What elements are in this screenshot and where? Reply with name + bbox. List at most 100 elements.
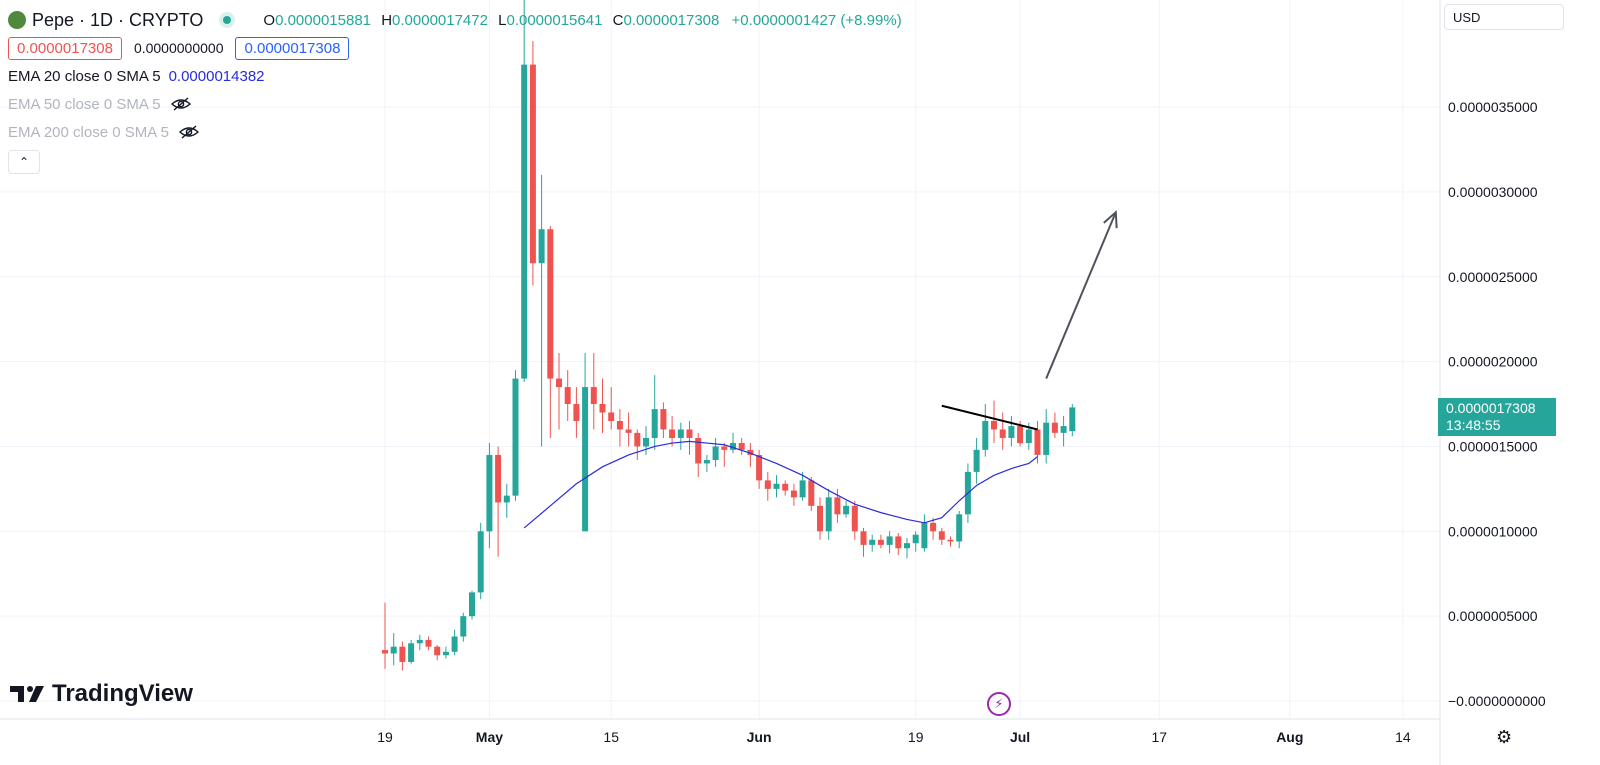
last-price-value: 0.0000017308 <box>1446 400 1536 416</box>
indicator-ema50[interactable]: EMA 50 close 0 SMA 5 <box>8 90 902 118</box>
candle-body <box>460 616 467 637</box>
candle-body <box>1051 422 1058 433</box>
candle-body <box>895 536 902 549</box>
candle <box>877 534 884 549</box>
buy-price-button[interactable]: 0.0000017308 <box>235 36 350 60</box>
candle <box>460 612 467 642</box>
market-status-icon[interactable] <box>219 12 236 28</box>
candle-body <box>834 497 841 515</box>
candle <box>651 375 658 450</box>
eye-hidden-icon[interactable] <box>170 97 191 111</box>
y-tick-label: −0.0000000000 <box>1448 693 1546 709</box>
candle <box>912 531 919 552</box>
candle <box>773 475 780 498</box>
candle <box>1051 412 1058 438</box>
candle <box>512 370 519 501</box>
candle-body <box>773 483 780 489</box>
candle-body <box>556 378 562 388</box>
candle <box>616 409 623 447</box>
candle <box>495 446 502 557</box>
candle-body <box>799 480 806 498</box>
currency-selector[interactable]: USD <box>1444 4 1564 30</box>
candle-body <box>669 429 676 438</box>
candle-body <box>886 536 893 545</box>
candle <box>721 443 728 467</box>
candle-body <box>851 505 858 532</box>
candle <box>799 471 806 501</box>
candle-body <box>756 454 763 481</box>
candle-body <box>503 495 510 503</box>
candle <box>982 404 989 457</box>
spread-value: 0.0000000000 <box>133 40 224 56</box>
tradingview-logo[interactable]: TradingView <box>10 680 193 708</box>
candle <box>399 641 406 671</box>
candle <box>582 353 589 532</box>
price-axis[interactable]: 0.0000035000 0.0000030000 0.0000025000 0.00… <box>1448 99 1546 709</box>
candle <box>442 646 449 659</box>
candle-body <box>956 514 963 542</box>
candle-body <box>1034 429 1041 455</box>
candle-body <box>547 229 554 379</box>
candle <box>869 534 876 552</box>
indicator-label: EMA 200 close 0 SMA 5 <box>8 123 169 141</box>
candle <box>851 500 858 540</box>
candle <box>669 415 676 447</box>
candle-body <box>808 480 815 506</box>
candle <box>503 483 510 518</box>
open-key: O <box>263 11 276 29</box>
candle <box>634 429 641 461</box>
candle-body <box>930 522 937 532</box>
candle-body <box>590 387 597 405</box>
candle <box>416 634 423 651</box>
lightning-icon[interactable]: ⚡ <box>987 692 1011 716</box>
candle-body <box>538 229 545 264</box>
candle-body <box>434 646 441 656</box>
y-tick-label: 0.0000020000 <box>1448 354 1538 370</box>
indicator-ema20[interactable]: EMA 20 close 0 SMA 5 0.0000014382 <box>8 62 902 90</box>
candle <box>938 527 945 545</box>
projection-arrow <box>1045 211 1117 379</box>
y-tick-label: 0.0000030000 <box>1448 184 1538 200</box>
candle <box>425 636 432 651</box>
candle <box>895 532 902 556</box>
symbol-title[interactable]: Pepe · 1D · CRYPTO <box>32 9 204 30</box>
candle <box>930 517 937 540</box>
candle <box>738 437 745 455</box>
ema-20-line <box>523 440 1038 529</box>
candle <box>712 437 719 467</box>
pepe-logo-icon <box>8 11 26 29</box>
sell-price-button[interactable]: 0.0000017308 <box>8 36 122 60</box>
candle-body <box>512 378 519 496</box>
x-tick-label: 15 <box>603 729 619 745</box>
indicator-value: 0.0000014382 <box>168 67 265 85</box>
eye-hidden-icon[interactable] <box>178 125 199 139</box>
candle <box>590 353 597 430</box>
candle-body <box>382 650 388 654</box>
candle-body <box>521 64 528 379</box>
candle-body <box>686 429 693 438</box>
candle-body <box>825 497 832 532</box>
candle-body <box>921 522 928 549</box>
candle <box>408 639 415 664</box>
candle <box>695 432 702 477</box>
candle-body <box>486 454 493 532</box>
indicator-ema200[interactable]: EMA 200 close 0 SMA 5 <box>8 118 902 146</box>
candle-body <box>1025 429 1032 444</box>
gear-icon[interactable]: ⚙ <box>1496 727 1513 747</box>
tradingview-logo-icon <box>10 686 44 702</box>
candle-body <box>738 443 745 450</box>
candle-body <box>634 432 641 447</box>
candle <box>730 432 736 454</box>
candle <box>477 522 484 600</box>
candle <box>904 538 910 559</box>
candle <box>1060 415 1067 447</box>
collapse-legend-button[interactable]: ⌃ <box>8 150 40 174</box>
candle <box>469 590 475 620</box>
time-axis[interactable]: 19 May 15 Jun 19 Jul 17 Aug 14 <box>377 729 1411 745</box>
trendline <box>941 404 1038 431</box>
candle <box>556 353 562 430</box>
candle-body <box>712 446 719 461</box>
low-key: L <box>498 11 507 29</box>
last-price-label: 0.0000017308 13:48:55 <box>1438 398 1556 436</box>
